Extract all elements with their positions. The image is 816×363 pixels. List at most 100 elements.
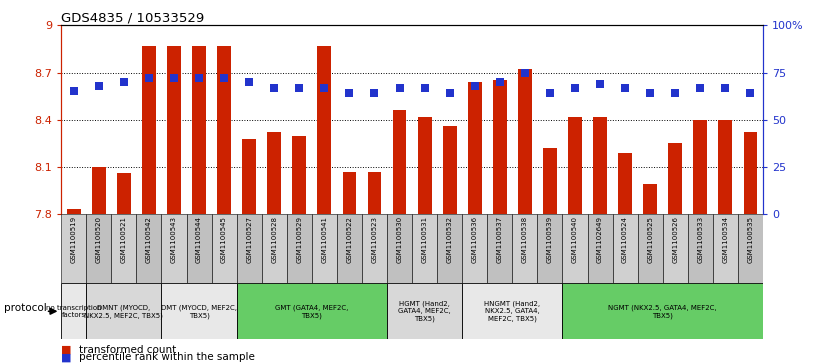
Bar	[462, 283, 562, 339]
Text: GSM1100535: GSM1100535	[747, 216, 753, 263]
Bar	[538, 214, 562, 283]
Text: GSM1100542: GSM1100542	[146, 216, 152, 263]
Text: GSM1100530: GSM1100530	[397, 216, 402, 264]
Text: GSM1100524: GSM1100524	[622, 216, 628, 263]
Bar	[668, 143, 682, 214]
Text: GSM1100537: GSM1100537	[497, 216, 503, 264]
Point	[317, 85, 330, 91]
Point	[293, 85, 306, 91]
Point	[569, 85, 582, 91]
Point	[67, 89, 80, 94]
Bar	[562, 214, 588, 283]
Bar	[61, 214, 86, 283]
Bar	[418, 117, 432, 214]
Bar	[162, 214, 187, 283]
Text: GSM1100528: GSM1100528	[271, 216, 277, 263]
Point	[142, 76, 155, 81]
Point	[92, 83, 105, 89]
Text: GSM1102649: GSM1102649	[597, 216, 603, 263]
Text: DMT (MYOCD, MEF2C,
TBX5): DMT (MYOCD, MEF2C, TBX5)	[161, 304, 237, 318]
Bar	[268, 132, 282, 214]
Text: ■: ■	[61, 352, 72, 362]
Text: GSM1100532: GSM1100532	[446, 216, 453, 263]
Bar	[743, 132, 757, 214]
Text: GSM1100520: GSM1100520	[95, 216, 102, 263]
Bar	[613, 214, 637, 283]
Text: GMT (GATA4, MEF2C,
TBX5): GMT (GATA4, MEF2C, TBX5)	[275, 304, 348, 318]
Point	[167, 76, 180, 81]
Point	[644, 90, 657, 96]
Bar	[487, 214, 512, 283]
Bar	[688, 214, 713, 283]
Text: GSM1100543: GSM1100543	[171, 216, 177, 263]
Point	[719, 85, 732, 91]
Point	[593, 81, 606, 87]
Text: HGMT (Hand2,
GATA4, MEF2C,
TBX5): HGMT (Hand2, GATA4, MEF2C, TBX5)	[398, 300, 451, 322]
Bar	[111, 214, 136, 283]
Bar	[387, 214, 412, 283]
Point	[343, 90, 356, 96]
Text: GSM1100531: GSM1100531	[422, 216, 428, 264]
Bar	[167, 46, 181, 214]
Bar	[462, 214, 487, 283]
Text: GSM1100529: GSM1100529	[296, 216, 302, 263]
Point	[393, 85, 406, 91]
Text: HNGMT (Hand2,
NKX2.5, GATA4,
MEF2C, TBX5): HNGMT (Hand2, NKX2.5, GATA4, MEF2C, TBX5…	[484, 300, 540, 322]
Text: GSM1100521: GSM1100521	[121, 216, 126, 263]
Text: GDS4835 / 10533529: GDS4835 / 10533529	[61, 11, 205, 24]
Bar	[387, 283, 462, 339]
Point	[242, 79, 255, 85]
Text: GSM1100525: GSM1100525	[647, 216, 653, 263]
Bar	[443, 126, 457, 214]
Point	[118, 79, 131, 85]
Text: transformed count: transformed count	[79, 345, 176, 355]
Point	[268, 85, 281, 91]
Bar	[211, 214, 237, 283]
Bar	[286, 214, 312, 283]
Point	[493, 79, 506, 85]
Bar	[493, 81, 507, 214]
Text: GSM1100540: GSM1100540	[572, 216, 578, 263]
Bar	[694, 120, 707, 214]
Text: GSM1100534: GSM1100534	[722, 216, 729, 263]
Bar	[568, 117, 582, 214]
Bar	[588, 214, 613, 283]
Bar	[317, 46, 331, 214]
Bar	[187, 214, 211, 283]
Bar	[412, 214, 437, 283]
Text: GSM1100533: GSM1100533	[698, 216, 703, 264]
Text: protocol: protocol	[4, 303, 47, 313]
Bar	[237, 283, 387, 339]
Bar	[718, 120, 732, 214]
Point	[694, 85, 707, 91]
Bar	[643, 184, 657, 214]
Bar	[619, 153, 632, 214]
Point	[468, 83, 481, 89]
Bar	[392, 110, 406, 214]
Bar	[518, 69, 532, 214]
Text: GSM1100536: GSM1100536	[472, 216, 477, 264]
Text: no transcription
factors: no transcription factors	[46, 305, 101, 318]
Bar	[117, 173, 131, 214]
Bar	[367, 172, 381, 214]
Bar	[67, 209, 81, 214]
Bar	[543, 148, 557, 214]
Text: GSM1100541: GSM1100541	[322, 216, 327, 263]
Text: percentile rank within the sample: percentile rank within the sample	[79, 352, 255, 362]
Text: GSM1100539: GSM1100539	[547, 216, 553, 264]
Text: NGMT (NKX2.5, GATA4, MEF2C,
TBX5): NGMT (NKX2.5, GATA4, MEF2C, TBX5)	[609, 304, 717, 318]
Point	[668, 90, 681, 96]
Text: DMNT (MYOCD,
NKX2.5, MEF2C, TBX5): DMNT (MYOCD, NKX2.5, MEF2C, TBX5)	[84, 304, 163, 318]
Bar	[468, 82, 481, 214]
Point	[218, 76, 231, 81]
Bar	[312, 214, 337, 283]
Bar	[142, 46, 156, 214]
Point	[744, 90, 757, 96]
Text: GSM1100545: GSM1100545	[221, 216, 227, 263]
Bar	[562, 283, 763, 339]
Bar	[162, 283, 237, 339]
Text: ■: ■	[61, 345, 72, 355]
Bar	[61, 283, 86, 339]
Point	[443, 90, 456, 96]
Bar	[512, 214, 538, 283]
